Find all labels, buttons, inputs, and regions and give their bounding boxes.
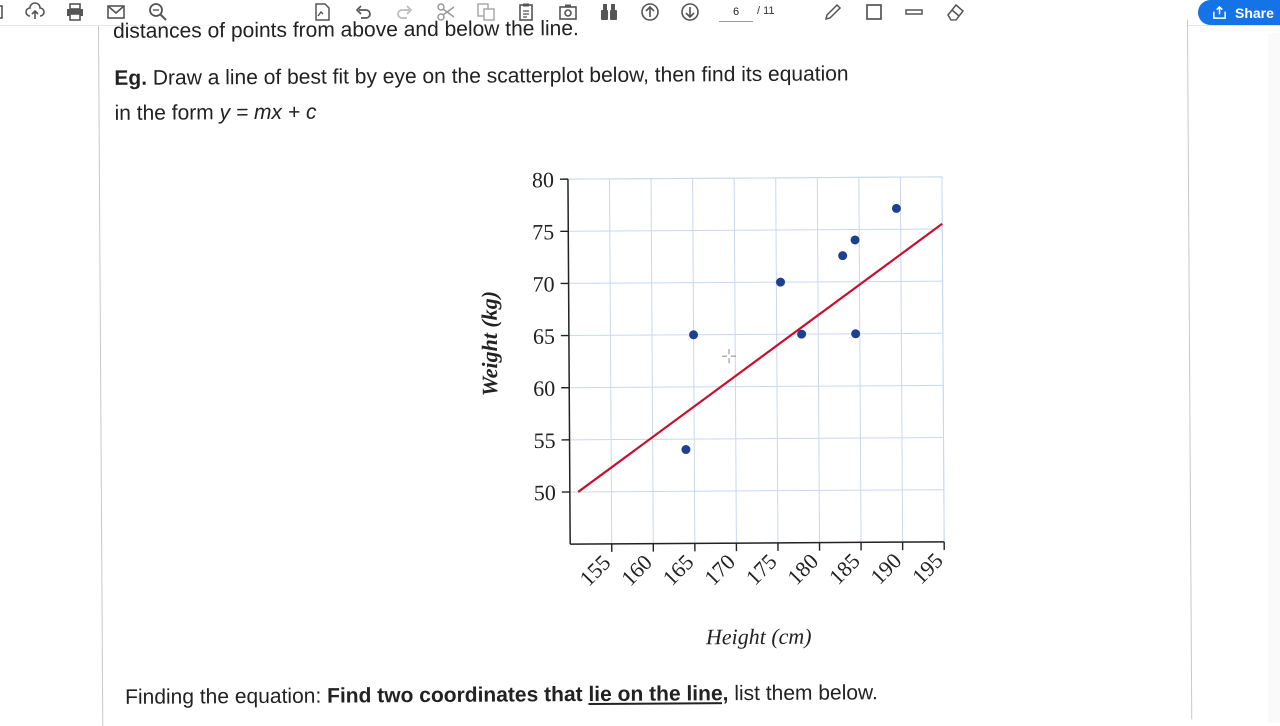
x-tick-label: 185	[824, 548, 865, 589]
y-tick-label: 55	[533, 428, 555, 453]
data-point	[851, 329, 860, 338]
share-button[interactable]: Share	[1198, 0, 1280, 25]
x-tick-label: 190	[865, 548, 906, 589]
y-tick-label: 75	[532, 219, 554, 244]
example-prompt-line2: in the form y = mx + c	[114, 101, 316, 126]
pencil-icon[interactable]	[821, 1, 845, 23]
cut-off-text: distances of points from above and below…	[113, 17, 579, 44]
y-tick-label: 50	[534, 480, 556, 505]
binoculars-icon[interactable]	[597, 1, 621, 23]
y-tick-label: 70	[533, 272, 555, 297]
y-tick-label: 80	[532, 167, 554, 192]
eraser-icon[interactable]	[943, 1, 967, 23]
page-number-input[interactable]: 6	[719, 3, 753, 22]
data-point	[689, 330, 698, 339]
data-point	[681, 445, 690, 454]
x-tick-label: 160	[616, 550, 657, 591]
eg-text: Draw a line of best fit by eye on the sc…	[153, 62, 849, 89]
y-axis-label: Weight (kg)	[477, 291, 503, 396]
x-tick-label: 170	[699, 549, 740, 590]
eg-line2-prefix: in the form	[114, 101, 219, 125]
page-down-icon[interactable]	[678, 1, 702, 23]
eg-label: Eg.	[114, 67, 147, 90]
eg-formula: y = mx + c	[220, 101, 317, 125]
example-prompt: Eg. Draw a line of best fit by eye on th…	[114, 62, 848, 90]
data-point	[797, 330, 806, 339]
x-tick-label: 180	[782, 549, 823, 590]
print-icon[interactable]	[63, 1, 87, 23]
x-tick-label: 175	[741, 549, 782, 590]
data-point	[892, 204, 901, 213]
x-tick-label: 165	[658, 549, 699, 590]
share-icon	[1212, 5, 1227, 20]
data-point	[776, 278, 785, 287]
y-tick-label: 60	[533, 376, 555, 401]
finding-prefix: Finding the equation:	[125, 685, 327, 709]
finding-suffix: list them below.	[728, 681, 878, 705]
upload-icon[interactable]	[23, 1, 47, 23]
finding-equation-text: Finding the equation: Find two coordinat…	[125, 681, 878, 710]
document-page: distances of points from above and below…	[98, 19, 1192, 726]
finding-bold: Find two coordinates that	[327, 683, 588, 708]
y-tick-label: 65	[533, 324, 555, 349]
partial-icon[interactable]	[0, 1, 10, 23]
rectangle-icon[interactable]	[862, 1, 886, 23]
share-label: Share	[1235, 5, 1274, 21]
data-point	[851, 235, 860, 244]
x-tick-label: 195	[907, 548, 948, 589]
page-up-icon[interactable]	[638, 1, 662, 23]
data-point	[838, 251, 847, 260]
scrollbar-track[interactable]	[1268, 33, 1280, 723]
page-count: / 11	[757, 5, 775, 17]
x-tick-label: 155	[574, 550, 615, 591]
x-axis-label: Height (cm)	[705, 624, 812, 650]
line-icon[interactable]	[902, 1, 926, 23]
finding-underlined: lie on the line,	[588, 682, 728, 706]
